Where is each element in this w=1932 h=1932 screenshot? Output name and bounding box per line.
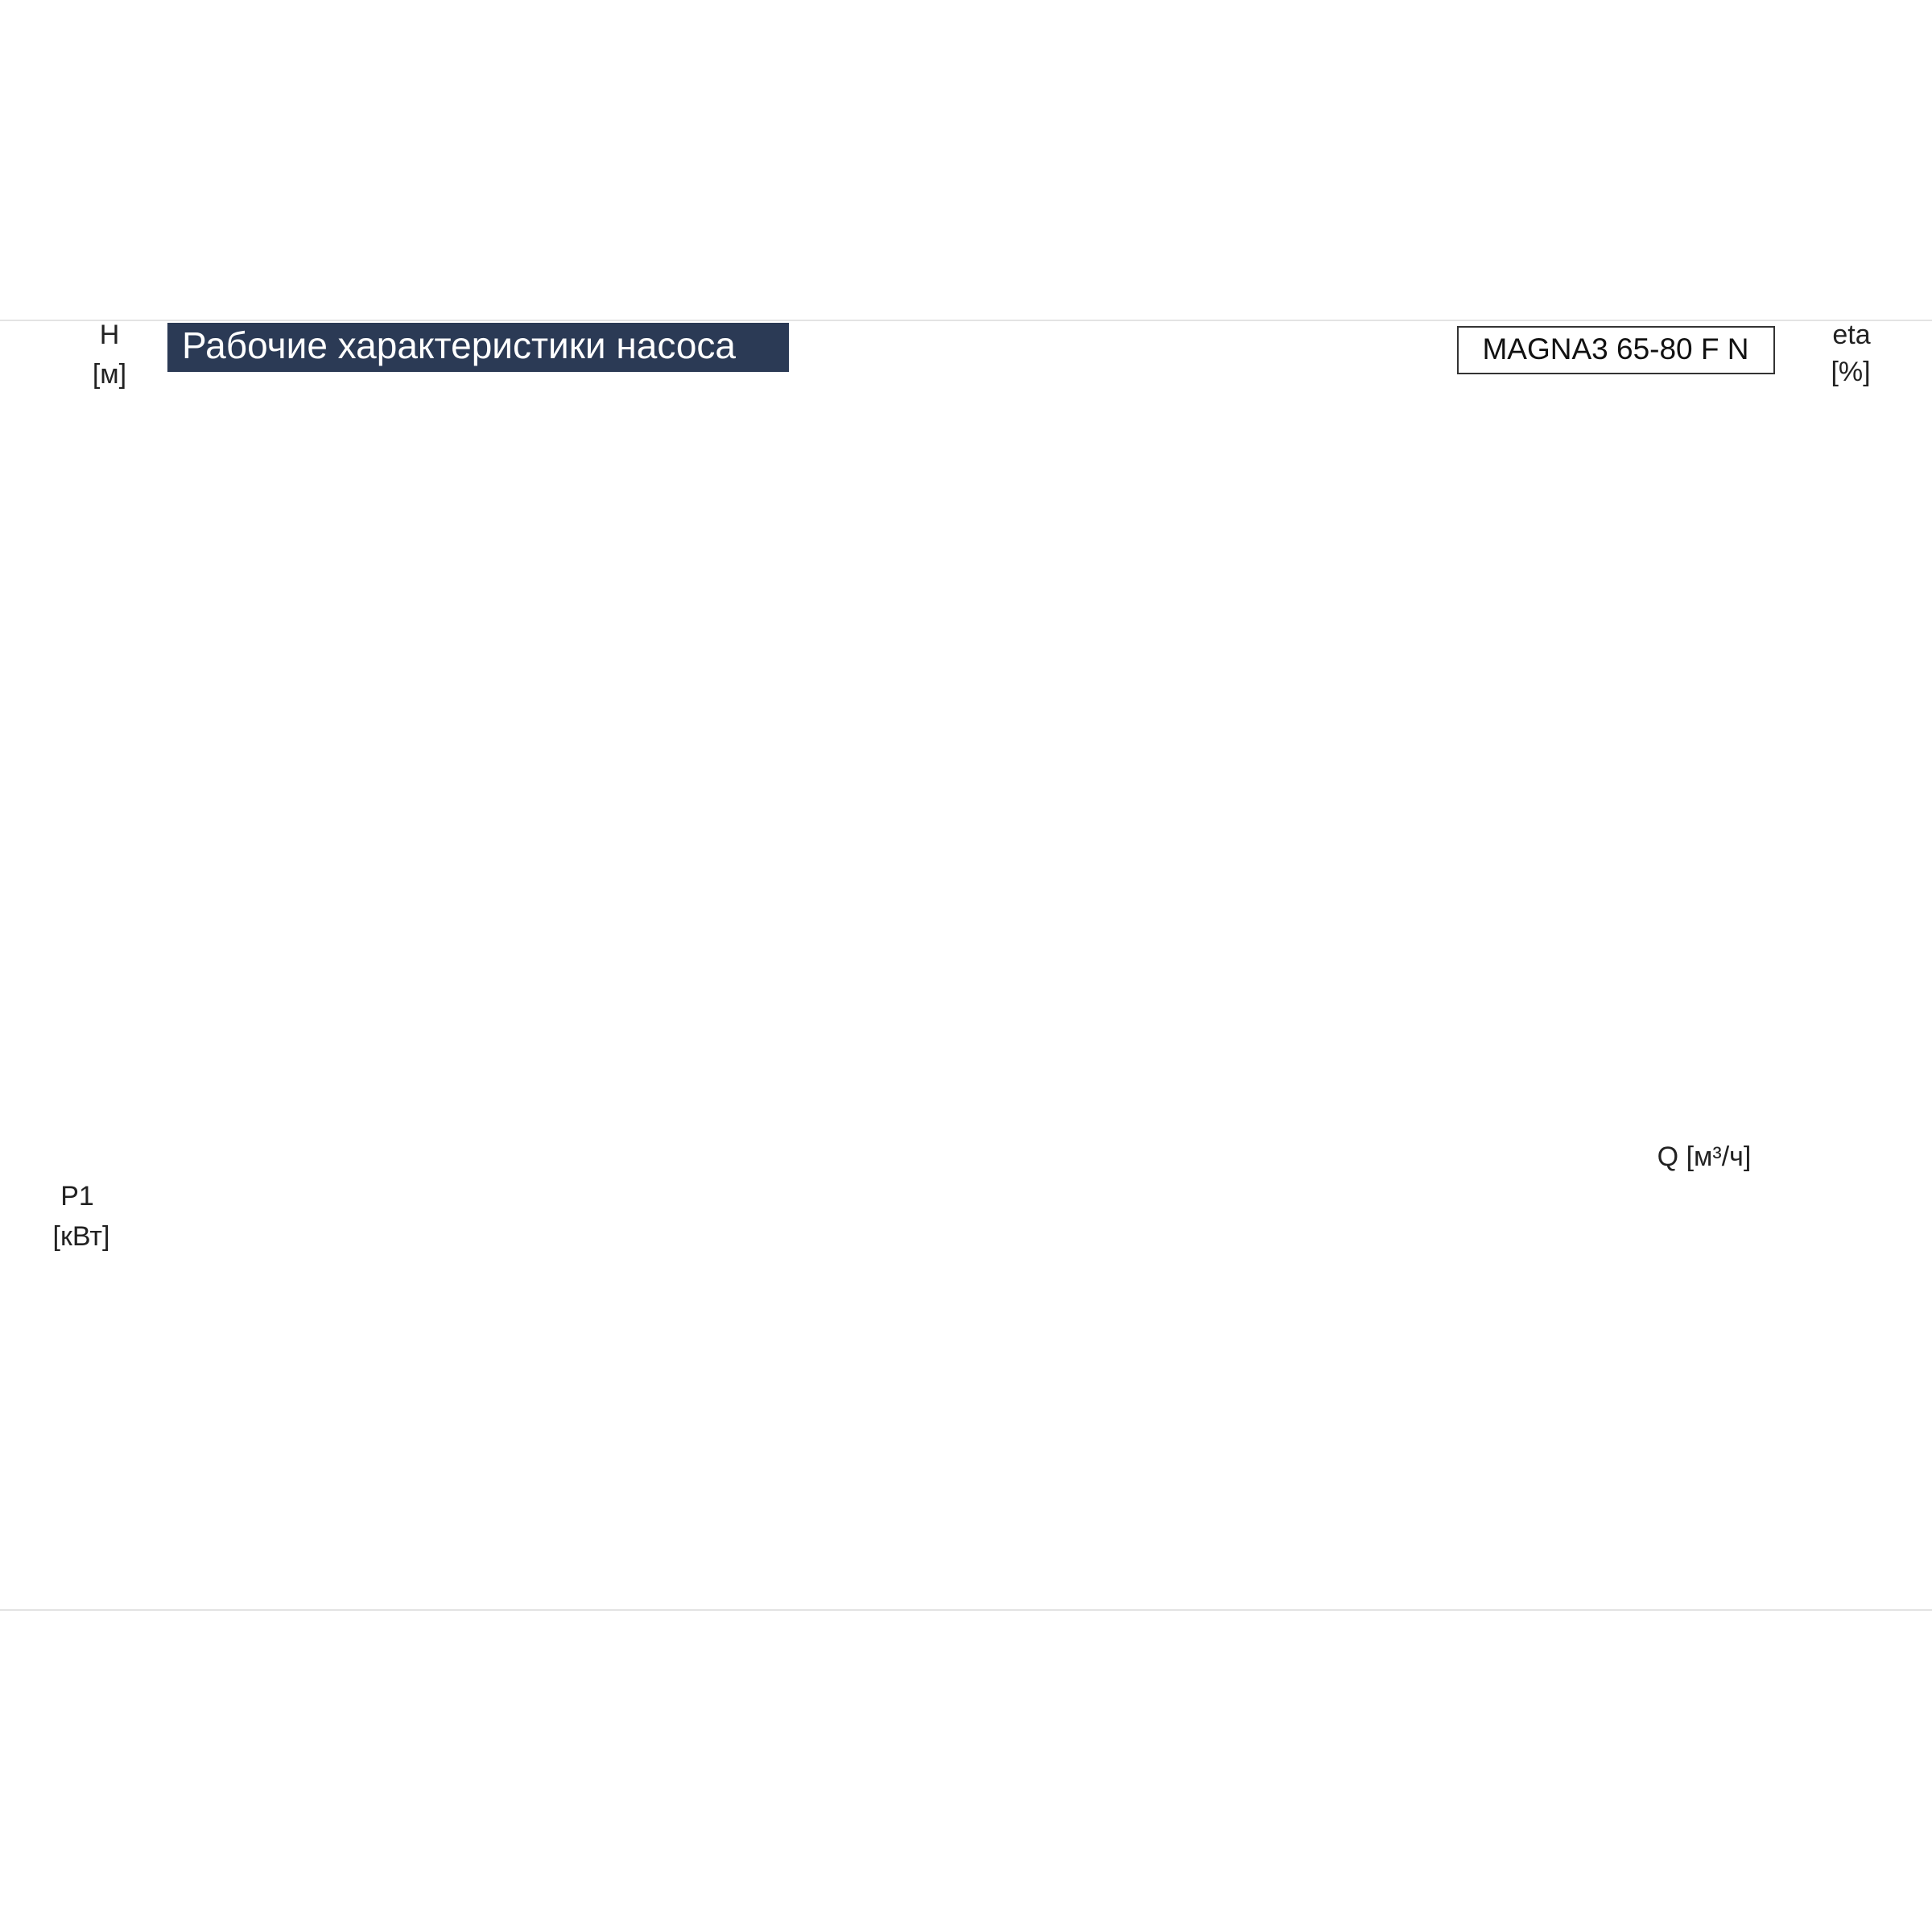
model-label: MAGNA3 65-80 F N [1482, 332, 1748, 365]
y2-axis-label: eta [1832, 320, 1870, 350]
y-axis-label: H [100, 320, 120, 350]
y-axis-unit: [кВт] [53, 1221, 110, 1252]
model-box [1457, 326, 1775, 374]
title-box [167, 323, 789, 372]
chart-title: Рабочие характеристики насоса [182, 324, 736, 366]
x-axis-label: Q [м³/ч] [1657, 1141, 1752, 1172]
y-axis-unit: [м] [93, 359, 126, 390]
y-axis-label: P1 [60, 1181, 94, 1212]
y2-axis-unit: [%] [1831, 357, 1870, 387]
